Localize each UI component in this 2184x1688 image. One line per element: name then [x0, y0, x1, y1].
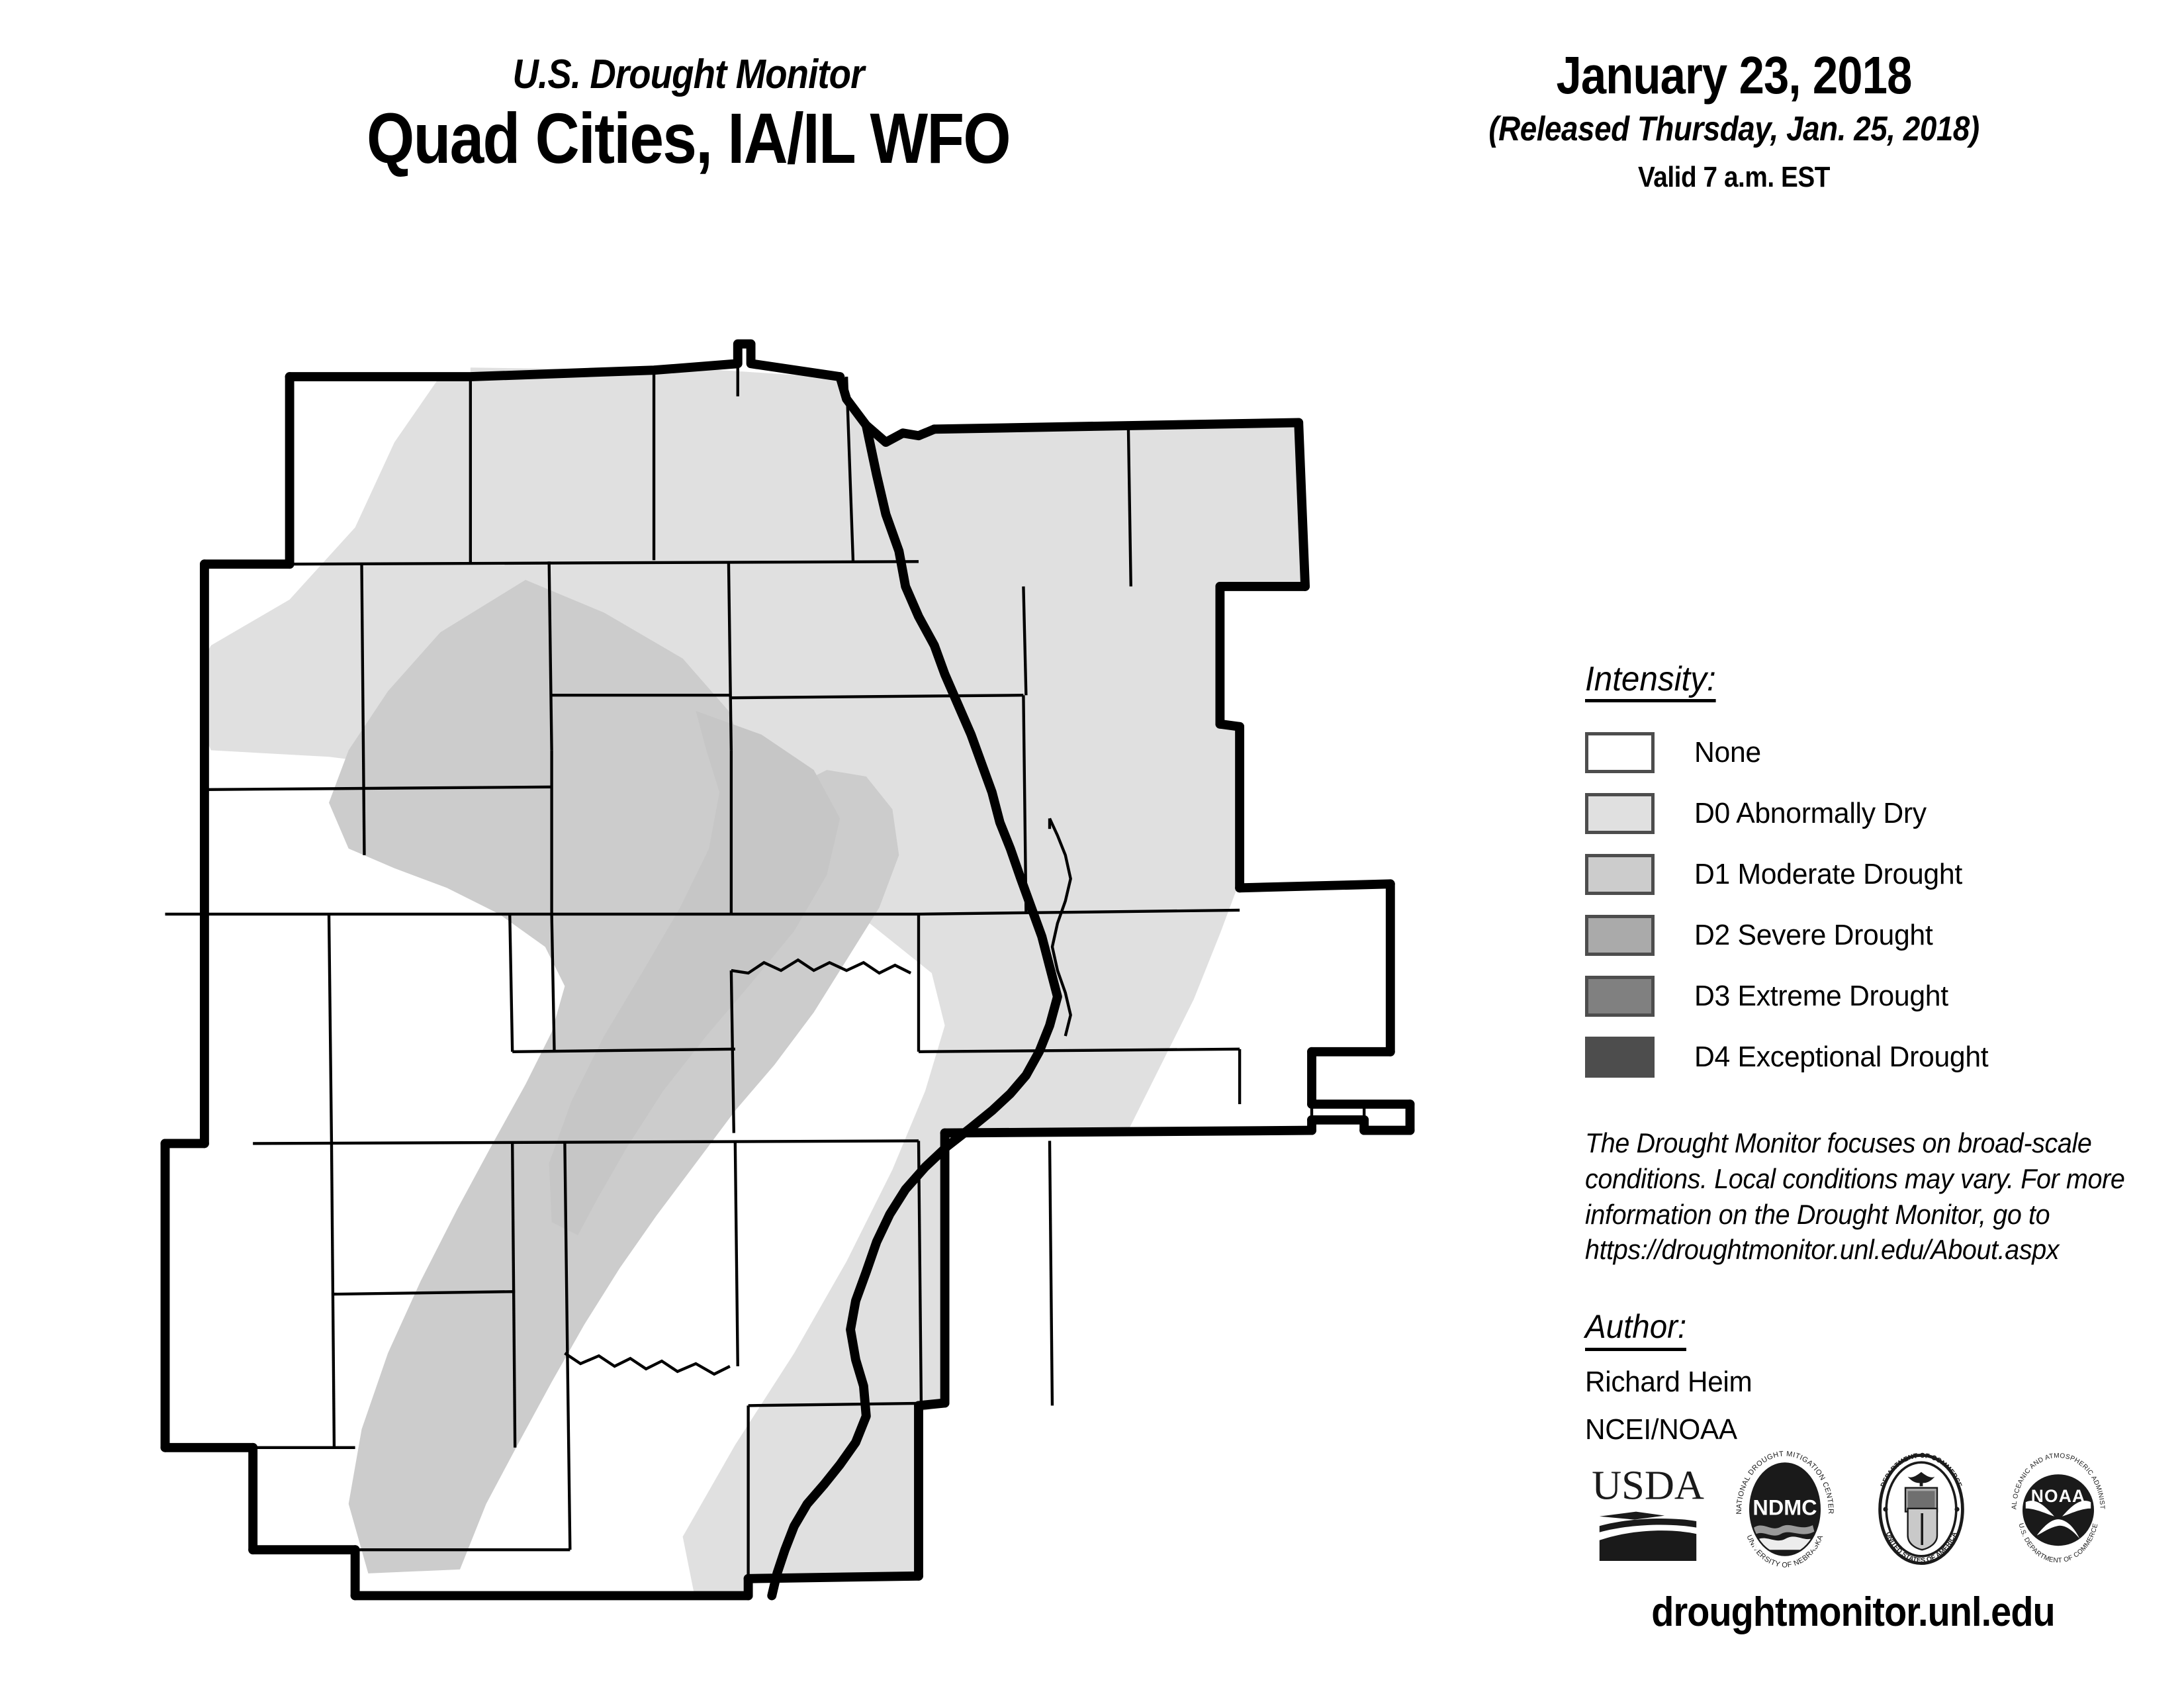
author-name: Richard Heim: [1585, 1366, 1752, 1398]
legend-panel: Intensity: None D0 Abnormally Dry D1 Mod…: [1585, 662, 2128, 1094]
map-svg: [160, 339, 1415, 1601]
page-subtitle: U.S. Drought Monitor: [512, 52, 865, 97]
legend-item-d1[interactable]: D1 Moderate Drought: [1585, 851, 2128, 898]
legend-item-d0[interactable]: D0 Abnormally Dry: [1585, 790, 2128, 837]
usda-logo: USDA: [1592, 1462, 1704, 1561]
legend-label-none: None: [1694, 736, 1761, 769]
author-heading: Author:: [1585, 1307, 1687, 1351]
page-title: Quad Cities, IA/IL WFO: [367, 98, 1011, 179]
author-block: Author: Richard Heim NCEI/NOAA: [1585, 1307, 2181, 1446]
legend-label-d2: D2 Severe Drought: [1694, 919, 1933, 951]
usda-logo-text: USDA: [1592, 1462, 1704, 1508]
ndmc-logo-text: NDMC: [1752, 1495, 1817, 1519]
legend-swatch-d1: [1585, 854, 1655, 895]
header-date-block: January 23, 2018 (Released Thursday, Jan…: [1337, 46, 2131, 195]
legend-item-none[interactable]: None: [1585, 729, 2128, 776]
legend-swatch-d4: [1585, 1037, 1655, 1078]
valid-date: January 23, 2018: [1556, 46, 1912, 105]
legend-label-d3: D3 Extreme Drought: [1694, 980, 1948, 1012]
disclaimer-line-2: conditions. Local conditions may vary. F…: [1585, 1162, 2125, 1194]
legend-swatch-d0: [1585, 793, 1655, 834]
legend-item-d2[interactable]: D2 Severe Drought: [1585, 912, 2128, 959]
legend-item-d4[interactable]: D4 Exceptional Drought: [1585, 1033, 2128, 1081]
legend-label-d4: D4 Exceptional Drought: [1694, 1041, 1989, 1073]
author-affiliation: NCEI/NOAA: [1585, 1413, 1737, 1446]
valid-time: Valid 7 a.m. EST: [1638, 161, 1830, 194]
ndmc-logo: NATIONAL DROUGHT MITIGATION CENTER UNIVE…: [1735, 1450, 1835, 1569]
commerce-seal-logo: DEPARTMENT OF COMMERCE UNITED STATES OF …: [1878, 1452, 1965, 1565]
legend-swatch-d2: [1585, 915, 1655, 956]
noaa-logo-text: NOAA: [2031, 1486, 2086, 1506]
river-detail: [564, 818, 1072, 1376]
disclaimer-line-3: information on the Drought Monitor, go t…: [1585, 1198, 2050, 1230]
wfo-outline: [160, 339, 1415, 1601]
legend-swatch-none: [1585, 732, 1655, 773]
released-date: (Released Thursday, Jan. 25, 2018): [1488, 110, 1979, 148]
legend-heading: Intensity:: [1585, 662, 1716, 702]
disclaimer-line-1: The Drought Monitor focuses on broad-sca…: [1585, 1127, 2092, 1158]
legend-item-d3[interactable]: D3 Extreme Drought: [1585, 972, 2128, 1020]
disclaimer-block: The Drought Monitor focuses on broad-sca…: [1585, 1125, 2181, 1268]
intensity-area-d1-core: [549, 711, 841, 1235]
legend-label-d1: D1 Moderate Drought: [1694, 858, 1962, 890]
legend-label-d0: D0 Abnormally Dry: [1694, 797, 1927, 829]
noaa-logo: NATIONAL OCEANIC AND ATMOSPHERIC ADMINIS…: [1999, 1450, 2105, 1565]
footer-url[interactable]: droughtmonitor.unl.edu: [1651, 1589, 2055, 1635]
legend-swatch-d3: [1585, 976, 1655, 1017]
legend-rows: None D0 Abnormally Dry D1 Moderate Droug…: [1585, 729, 2128, 1081]
logo-row: USDA NATIONAL DROUGHT MITIGATION CENTER …: [1588, 1446, 2118, 1572]
disclaimer-link[interactable]: https://droughtmonitor.unl.edu/About.asp…: [1585, 1234, 2060, 1266]
header-title-block: U.S. Drought Monitor Quad Cities, IA/IL …: [172, 53, 1205, 179]
drought-map[interactable]: [132, 318, 1443, 1628]
